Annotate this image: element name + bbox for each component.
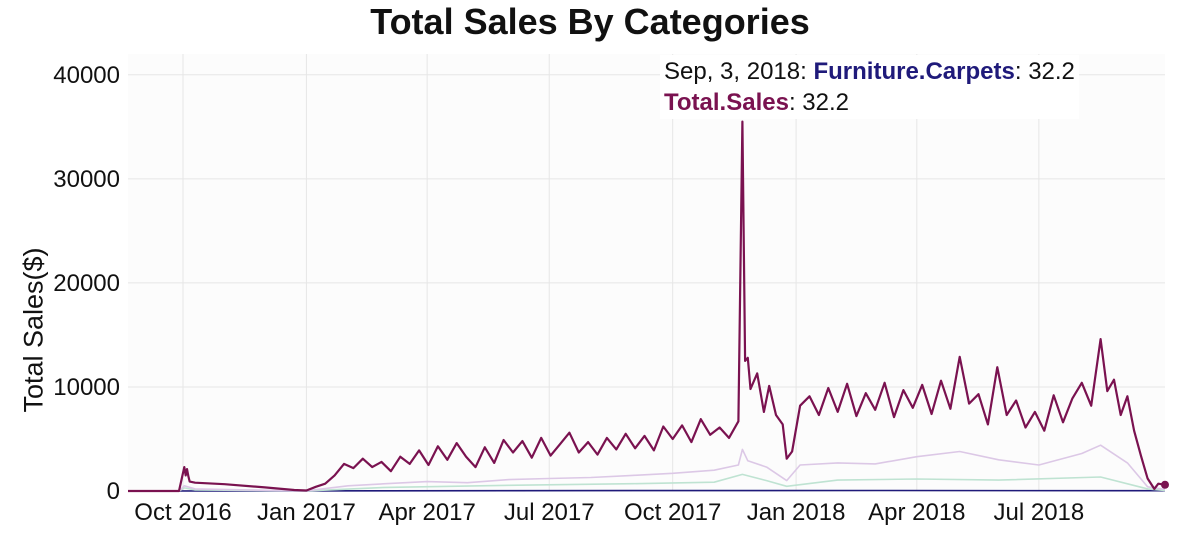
x-tick-label: Apr 2017 [378,499,475,526]
y-tick-label: 10000 [53,374,120,401]
y-axis-label: Total Sales($) [18,247,49,413]
series-line-furniture-carpets[interactable] [127,489,1165,492]
tooltip-date: Sep, 3, 2018 [664,58,801,85]
series-layer [127,120,1169,493]
y-tick-label: 40000 [53,62,120,89]
x-tick-label: Apr 2018 [868,499,965,526]
y-tick-label: 20000 [53,270,120,297]
x-tick-label: Jan 2018 [747,499,846,526]
series-line-series-1[interactable] [128,444,1166,492]
x-tick-label: Oct 2017 [624,499,721,526]
grid-layer [128,54,1165,492]
series-line-total-sales[interactable] [128,120,1166,493]
x-tick-label: Jan 2017 [257,499,356,526]
tooltip-category-value: 32.2 [1028,58,1075,85]
y-axis: 0 10000 20000 30000 40000 [53,62,120,505]
tooltip-category-name: Furniture.Carpets [813,58,1015,85]
tooltip-line-1: Sep, 3, 2018: Furniture.Carpets: 32.2 [664,58,1075,85]
chart-title: Total Sales By Categories [370,1,810,42]
x-tick-label: Jul 2018 [994,499,1085,526]
tooltip-total-name: Total.Sales [664,89,789,116]
tooltip-line-2: Total.Sales: 32.2 [664,89,849,116]
x-axis: Oct 2016 Jan 2017 Apr 2017 Jul 2017 Oct 2017… [134,499,1084,526]
series-endpoint-marker[interactable] [1161,480,1169,489]
tooltip-total-value: 32.2 [802,89,849,116]
y-tick-label: 30000 [53,166,120,193]
series-line-series-2[interactable] [128,473,1166,492]
plot-background [128,54,1165,491]
x-tick-label: Oct 2016 [134,499,231,526]
x-tick-label: Jul 2017 [504,499,595,526]
hover-tooltip: Sep, 3, 2018: Furniture.Carpets: 32.2 To… [660,55,1079,119]
y-tick-label: 0 [107,478,120,505]
